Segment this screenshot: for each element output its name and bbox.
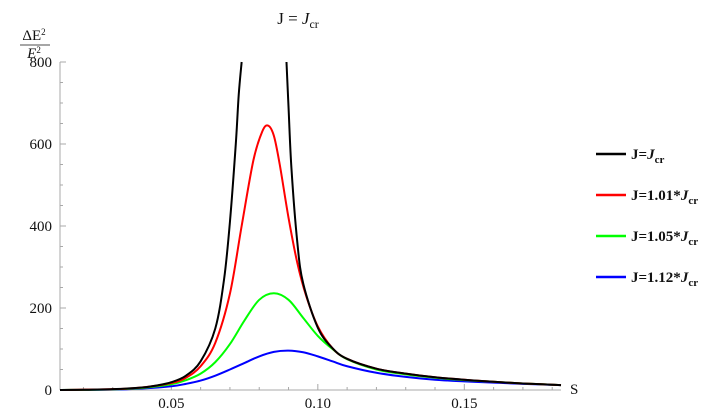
series-group: [59, 61, 562, 391]
x-tick-label: 0.05: [158, 396, 184, 412]
y-axis-ticks: 0 200 400 600 800: [30, 55, 66, 399]
y-axis-label-denominator: E2: [26, 45, 41, 62]
y-tick-label: 0: [45, 383, 53, 399]
x-tick-label: 0.10: [305, 396, 331, 412]
legend-item: J=1.05*Jcr: [596, 229, 698, 248]
x-tick-label: 0.15: [451, 396, 477, 412]
legend-label: J=1.12*Jcr: [631, 270, 698, 289]
legend-label: J=1.01*Jcr: [631, 188, 698, 207]
legend-item: J=Jcr: [596, 147, 664, 166]
x-axis-ticks: 0.05 0.10 0.15: [82, 384, 553, 412]
series-line-1: [59, 124, 562, 391]
y-axis-label: ΔE2 E2: [20, 27, 50, 62]
legend-item: J=1.01*Jcr: [596, 188, 698, 207]
chart-title-base: J =: [277, 9, 302, 28]
chart-title-italic: J: [302, 9, 311, 28]
y-tick-label: 400: [30, 219, 53, 235]
chart-title: J = Jcr: [277, 9, 319, 31]
legend: J=Jcr J=1.01*Jcr J=1.05*Jcr J=1.12*Jcr: [596, 147, 698, 289]
y-tick-label: 600: [30, 137, 53, 153]
series-line-0-part-1: [59, 61, 243, 391]
chart-title-sub: cr: [309, 17, 318, 31]
y-tick-label: 200: [30, 301, 53, 317]
y-axis-label-numerator: ΔE2: [22, 27, 45, 44]
y-tick-label: 800: [30, 55, 53, 71]
series-line-0-part-2: [285, 61, 562, 387]
series-line-3: [59, 349, 562, 391]
legend-label: J=1.05*Jcr: [631, 229, 698, 248]
legend-item: J=1.12*Jcr: [596, 270, 698, 289]
x-axis-label: S: [570, 382, 578, 398]
legend-label: J=Jcr: [631, 147, 664, 166]
